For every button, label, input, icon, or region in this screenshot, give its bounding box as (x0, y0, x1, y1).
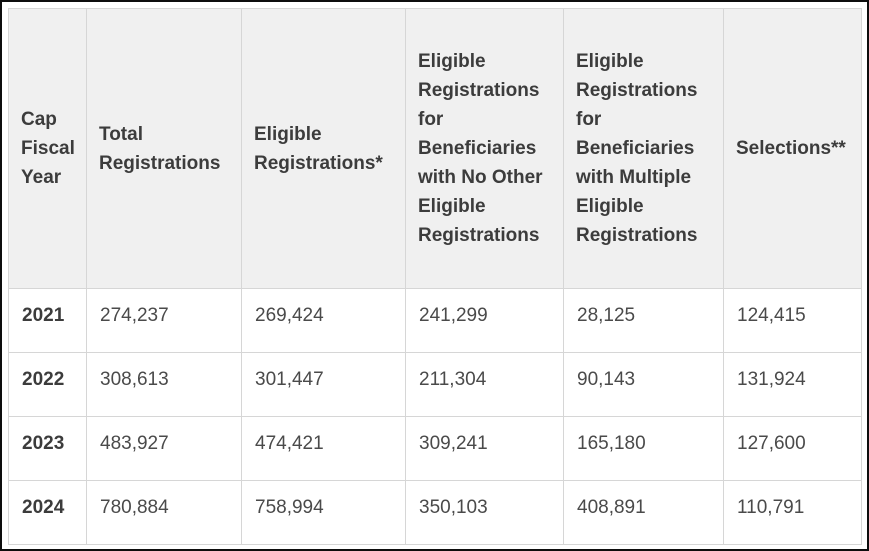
data-cell: 408,891 (563, 480, 724, 545)
year-cell: 2023 (8, 416, 87, 481)
col-header-eligible-no-other: Eligible Registrations for Beneficiaries… (405, 8, 564, 289)
table-row-2024: 2024 780,884 758,994 350,103 408,891 110… (8, 480, 862, 545)
table-row-2022: 2022 308,613 301,447 211,304 90,143 131,… (8, 352, 862, 417)
data-cell: 124,415 (723, 288, 862, 353)
data-cell: 127,600 (723, 416, 862, 481)
data-cell: 474,421 (241, 416, 406, 481)
data-cell: 269,424 (241, 288, 406, 353)
data-cell: 28,125 (563, 288, 724, 353)
data-cell: 274,237 (86, 288, 242, 353)
col-header-cap-fiscal-year: Cap Fiscal Year (8, 8, 87, 289)
col-header-eligible-multiple: Eligible Registrations for Beneficiaries… (563, 8, 724, 289)
data-cell: 301,447 (241, 352, 406, 417)
col-header-total-registrations: Total Registrations (86, 8, 242, 289)
data-cell: 165,180 (563, 416, 724, 481)
table-body: 2021 274,237 269,424 241,299 28,125 124,… (8, 288, 862, 545)
table-row-2023: 2023 483,927 474,421 309,241 165,180 127… (8, 416, 862, 481)
cap-registrations-table: Cap Fiscal Year Total Registrations Elig… (8, 8, 862, 545)
data-cell: 483,927 (86, 416, 242, 481)
data-cell: 211,304 (405, 352, 564, 417)
header-row: Cap Fiscal Year Total Registrations Elig… (8, 8, 862, 289)
col-header-selections: Selections** (723, 8, 862, 289)
table-header: Cap Fiscal Year Total Registrations Elig… (8, 8, 862, 289)
table-row-2021: 2021 274,237 269,424 241,299 28,125 124,… (8, 288, 862, 353)
data-cell: 309,241 (405, 416, 564, 481)
data-cell: 90,143 (563, 352, 724, 417)
year-cell: 2024 (8, 480, 87, 545)
data-cell: 110,791 (723, 480, 862, 545)
year-cell: 2021 (8, 288, 87, 353)
data-cell: 350,103 (405, 480, 564, 545)
data-cell: 131,924 (723, 352, 862, 417)
col-header-eligible-registrations: Eligible Registrations* (241, 8, 406, 289)
data-cell: 758,994 (241, 480, 406, 545)
year-cell: 2022 (8, 352, 87, 417)
data-cell: 241,299 (405, 288, 564, 353)
data-cell: 780,884 (86, 480, 242, 545)
data-cell: 308,613 (86, 352, 242, 417)
